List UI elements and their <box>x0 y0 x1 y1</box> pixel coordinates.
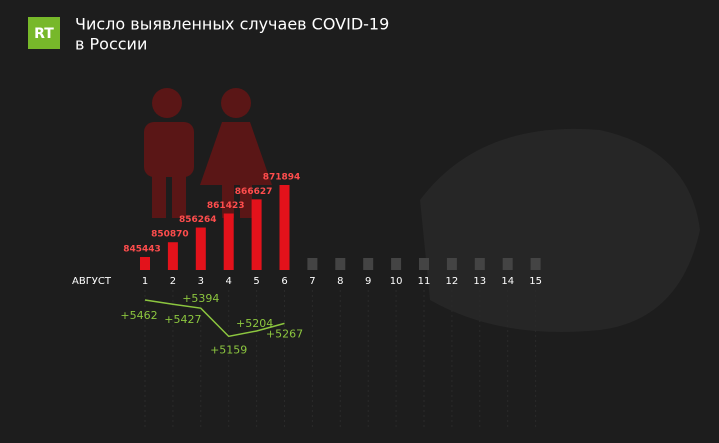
bar <box>167 242 178 270</box>
x-tick-label: 7 <box>309 276 315 287</box>
logo: RT <box>34 26 54 42</box>
bar-label: 845443 <box>123 245 161 255</box>
increment-line <box>144 299 285 338</box>
placeholder-bar <box>363 258 374 270</box>
placeholder-bar <box>419 258 429 270</box>
bar <box>223 213 234 270</box>
bar <box>195 227 206 270</box>
bar-label: 850870 <box>151 230 189 240</box>
placeholder-bar <box>474 258 485 270</box>
x-tick-label: 2 <box>170 276 176 287</box>
x-tick-label: 1 <box>142 276 148 287</box>
increment-label: +5462 <box>120 309 157 322</box>
placeholder-bar <box>307 258 318 270</box>
placeholder-bar <box>502 258 513 270</box>
increment-label: +5267 <box>266 327 303 340</box>
chart-subtitle: в России <box>75 35 147 54</box>
placeholder-bar <box>446 258 457 270</box>
map-silhouette <box>420 128 700 332</box>
bar-label: 861423 <box>207 201 245 211</box>
x-tick-label: 15 <box>529 276 542 287</box>
placeholder-bar <box>391 258 402 270</box>
bar <box>140 257 150 270</box>
increment-label: +5394 <box>182 292 219 305</box>
x-tick-label: 6 <box>281 276 287 287</box>
people-icons <box>144 88 272 218</box>
bar-label: 856264 <box>179 215 217 225</box>
bar <box>251 199 262 270</box>
x-axis-label: АВГУСТ <box>72 276 112 287</box>
x-tick-label: 9 <box>365 276 371 287</box>
placeholder-bar <box>530 258 541 270</box>
increment-label: +5204 <box>236 317 273 330</box>
x-tick-label: 10 <box>390 276 403 287</box>
x-tick-label: 5 <box>253 276 259 287</box>
increment-label: +5427 <box>164 313 201 326</box>
placeholder-bar <box>335 258 346 270</box>
x-tick-label: 4 <box>226 276 232 287</box>
x-tick-label: 3 <box>198 276 204 287</box>
x-tick-label: 14 <box>501 276 514 287</box>
x-tick-label: 11 <box>418 276 431 287</box>
logo-box <box>28 17 60 49</box>
chart-title: Число выявленных случаев COVID-19 <box>75 15 389 34</box>
bar-label: 871894 <box>263 173 301 183</box>
increment-label: +5159 <box>210 343 247 356</box>
x-tick-label: 12 <box>446 276 459 287</box>
bar-label: 866627 <box>235 187 273 197</box>
bar <box>279 185 290 270</box>
x-tick-label: 13 <box>473 276 486 287</box>
x-tick-label: 8 <box>337 276 343 287</box>
